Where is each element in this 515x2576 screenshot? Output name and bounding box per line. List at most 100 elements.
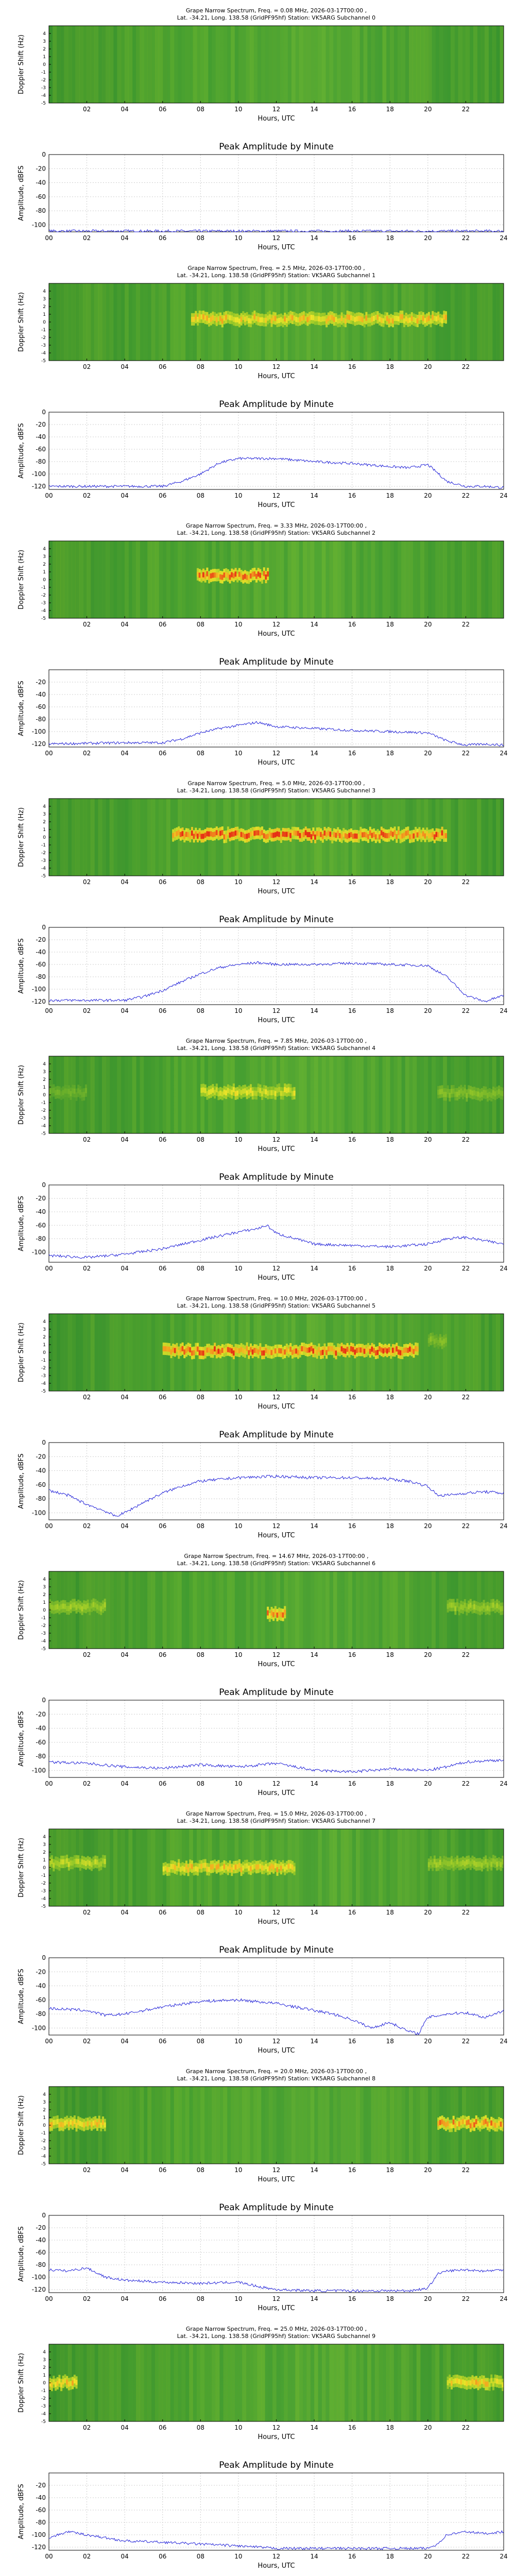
spectrogram-ridge-core <box>452 2379 455 2384</box>
spectrogram-ridge-core <box>444 1092 447 1097</box>
x-tick-label: 22 <box>462 621 470 628</box>
spectrogram-panel-9: Grape Narrow Spectrum, Freq. = 25.0 MHz,… <box>18 2326 504 2441</box>
spectrogram-column <box>155 541 159 618</box>
spectrogram-ridge-core <box>212 1349 214 1354</box>
spectrogram-ridge-core <box>466 1606 468 1612</box>
spectrogram-column <box>151 283 156 361</box>
x-tick-label: 20 <box>424 1007 432 1014</box>
spectrogram-ridge-core <box>494 2123 496 2128</box>
y-tick-label: -5 <box>41 359 46 364</box>
x-tick-label: 04 <box>121 1780 129 1787</box>
y-tick-label: -40 <box>36 1467 46 1475</box>
spectrogram-ridge-core <box>410 315 413 321</box>
spectrogram-ridge-core <box>435 316 438 321</box>
spectrogram-ridge-core <box>206 315 209 321</box>
spectrogram-ridge-core <box>344 1348 347 1354</box>
spectrogram-column <box>132 799 136 876</box>
spectrogram-ridge-core <box>84 2121 87 2127</box>
x-tick-label: 14 <box>310 106 318 113</box>
spectrogram-column <box>405 541 409 618</box>
x-tick-label: 00 <box>45 1522 53 1530</box>
y-tick-label: -20 <box>36 1195 46 1202</box>
spectrogram-ridge-core <box>287 831 290 837</box>
spectrogram-column <box>268 26 273 103</box>
x-tick-label: 06 <box>159 234 166 242</box>
spectrogram-ridge-core <box>441 830 443 836</box>
spectrogram-ridge-core <box>75 2380 78 2385</box>
x-tick-label: 16 <box>348 1780 356 1787</box>
spectrogram-ridge-core <box>274 1609 277 1615</box>
spectrogram-ridge-core <box>214 832 216 837</box>
spectrogram-column <box>443 26 448 103</box>
spectrogram-column <box>109 1056 114 1133</box>
spectrogram-column <box>318 1829 322 1906</box>
x-tick-label: 04 <box>121 2295 129 2302</box>
spectrogram-ridge-core <box>460 1604 462 1609</box>
spectrogram-column <box>492 541 496 618</box>
spectrogram-column <box>413 2344 417 2421</box>
spectrogram-ridge-core <box>208 1090 211 1095</box>
amplitude-series-line <box>48 2530 504 2550</box>
spectrogram-ridge-core <box>350 315 353 320</box>
spectrogram-ridge-core <box>210 316 212 322</box>
y-tick-label: -4 <box>41 1639 46 1644</box>
spectrogram-ridge-core <box>225 1347 228 1353</box>
spectrogram-ridge-core <box>253 1863 256 1869</box>
spectrogram-column <box>348 541 353 618</box>
spectrogram-column <box>159 1829 163 1906</box>
spectrogram-column <box>234 2087 239 2164</box>
spectrogram-column <box>143 26 148 103</box>
spectrogram-title: Grape Narrow Spectrum, Freq. = 2.5 MHz, … <box>187 265 365 272</box>
spectrogram-column <box>348 1056 353 1133</box>
x-axis-label: Hours, UTC <box>258 1789 295 1797</box>
spectrogram-column <box>427 541 432 618</box>
spectrogram-ridge-core <box>308 1347 311 1353</box>
spectrogram-ridge-core <box>371 316 373 322</box>
spectrogram-ridge-core <box>449 1602 451 1608</box>
spectrogram-column <box>306 1056 311 1133</box>
spectrogram-column <box>215 26 220 103</box>
spectrogram-column <box>67 26 72 103</box>
spectrogram-column <box>140 1571 144 1649</box>
spectrogram-column <box>416 1056 421 1133</box>
spectrogram-column <box>401 26 406 103</box>
spectrogram-ridge-core <box>172 833 175 838</box>
spectrogram-title: Grape Narrow Spectrum, Freq. = 0.08 MHz,… <box>186 7 367 14</box>
spectrogram-column <box>363 2344 368 2421</box>
spectrogram-column <box>287 1571 292 1649</box>
spectrogram-ridge-core <box>287 1863 290 1869</box>
spectrogram-column <box>227 2087 231 2164</box>
spectrogram-column <box>67 1314 72 1391</box>
spectrogram-column <box>193 1056 197 1133</box>
spectrogram-column <box>128 26 133 103</box>
spectrogram-ridge-core <box>75 1604 78 1610</box>
spectrogram-ridge-core <box>393 830 396 836</box>
spectrogram-column <box>253 26 258 103</box>
spectrogram-ridge-core <box>441 2119 443 2125</box>
x-tick-label: 06 <box>159 2166 166 2174</box>
y-axis-label: Doppler Shift (Hz) <box>18 550 25 609</box>
spectrogram-ridge-core <box>49 1089 52 1095</box>
spectrogram-column <box>185 1056 190 1133</box>
spectrogram-ridge-core <box>253 831 256 836</box>
spectrogram-column <box>106 1571 110 1649</box>
x-tick-label: 12 <box>272 492 280 499</box>
spectrogram-ridge-core <box>485 1606 487 1612</box>
spectrogram-ridge-core <box>176 1866 178 1871</box>
spectrogram-ridge-core <box>282 831 284 837</box>
y-tick-label: -20 <box>36 2224 46 2231</box>
x-tick-label: 22 <box>462 1265 470 1272</box>
spectrogram-ridge-core <box>297 831 300 836</box>
spectrogram-ridge-core <box>64 1604 66 1609</box>
spectrogram-ridge-core <box>50 2382 53 2388</box>
x-tick-label: 20 <box>424 492 432 499</box>
spectrogram-column <box>348 2087 353 2164</box>
spectrogram-ridge-core <box>178 1862 180 1868</box>
y-tick-label: -80 <box>36 2010 46 2018</box>
spectrogram-column <box>329 26 334 103</box>
spectrogram-column <box>371 1056 375 1133</box>
spectrogram-column <box>147 1314 152 1391</box>
spectrogram-station-line: Lat. -34.21, Long. 138.58 (GridPF95hf) S… <box>177 1560 375 1567</box>
spectrogram-ridge-core <box>367 1346 370 1352</box>
x-tick-label: 08 <box>197 2038 204 2045</box>
